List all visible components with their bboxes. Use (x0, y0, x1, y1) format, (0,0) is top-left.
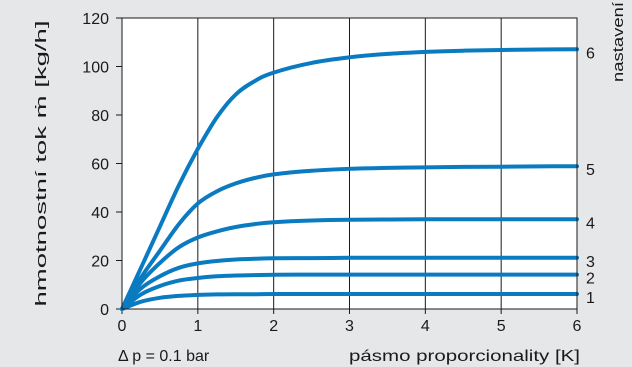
y-tick-label-120: 120 (82, 11, 109, 28)
y-tick-label-100: 100 (82, 60, 109, 77)
x-tick-label-3: 3 (345, 318, 354, 335)
series-label-4: 4 (586, 215, 595, 232)
series-line-2 (120, 272, 579, 311)
x-tick-label-4: 4 (421, 318, 430, 335)
series-lines (120, 47, 579, 311)
x-tick-label-6: 6 (573, 318, 582, 335)
x-tick-label-0: 0 (118, 318, 127, 335)
x-tick-label-2: 2 (269, 318, 278, 335)
series-line-4 (120, 217, 579, 311)
series-label-3: 3 (586, 254, 595, 271)
plot-frame (121, 17, 578, 310)
series-line-6 (120, 47, 579, 311)
series-line-1 (120, 291, 579, 311)
x-tick-label-5: 5 (497, 318, 506, 335)
x-tick-label-1: 1 (193, 318, 202, 335)
series-label-1: 1 (586, 290, 595, 307)
series-label-2: 2 (586, 271, 595, 288)
pressure-drop-note: Δ p = 0.1 bar (118, 348, 210, 365)
series-label-5: 5 (586, 162, 595, 179)
y-tick-label-0: 0 (100, 302, 109, 319)
series-line-5 (120, 164, 579, 311)
x-axis-label: pásmo proporcionality [K] (349, 348, 580, 365)
series-label-6: 6 (586, 45, 595, 62)
y-tick-label-80: 80 (91, 108, 109, 125)
y-tick-label-40: 40 (91, 205, 109, 222)
series-line-3 (120, 255, 579, 311)
setting-label: nastavení (610, 1, 627, 82)
vertical-grid (197, 18, 502, 309)
y-tick-label-20: 20 (91, 254, 109, 271)
y-tick-label-60: 60 (91, 157, 109, 174)
y-axis-label: hmotnostní tok ṁ [kg/h] (33, 21, 50, 307)
